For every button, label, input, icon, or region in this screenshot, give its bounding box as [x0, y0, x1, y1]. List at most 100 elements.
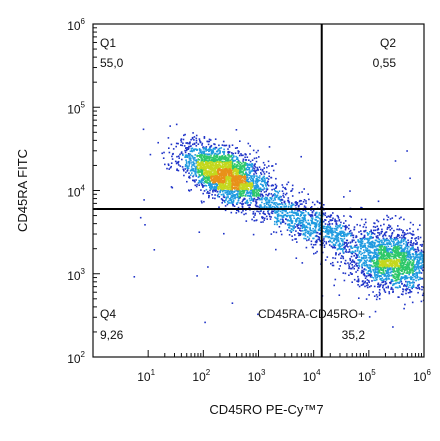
event-dot: [314, 252, 317, 254]
event-dot: [369, 258, 372, 261]
event-dot: [228, 180, 231, 182]
event-dot: [368, 246, 371, 248]
event-dot: [222, 163, 224, 166]
event-dot: [248, 163, 250, 166]
event-dot: [312, 246, 314, 249]
event-dot: [375, 239, 378, 242]
event-dot: [241, 205, 244, 208]
event-dot: [330, 227, 333, 230]
event-dot: [218, 206, 220, 208]
event-dot: [397, 254, 400, 256]
event-dot: [356, 280, 358, 282]
event-dot: [237, 199, 240, 202]
event-dot: [289, 211, 291, 214]
event-dot: [416, 272, 419, 274]
event-dot: [388, 259, 391, 261]
event-dot: [295, 230, 297, 232]
event-dot: [283, 205, 285, 208]
event-dot: [420, 252, 422, 254]
event-dot: [259, 204, 261, 206]
event-dot: [230, 183, 232, 185]
event-dot: [403, 232, 406, 234]
event-dot: [216, 165, 218, 167]
event-dot: [376, 296, 379, 298]
event-dot: [330, 214, 333, 216]
event-dot: [214, 143, 216, 146]
event-dot: [383, 278, 385, 281]
event-dot: [370, 251, 372, 253]
event-dot: [398, 268, 401, 271]
event-dot: [390, 281, 392, 284]
event-dot: [407, 252, 409, 254]
event-dot: [231, 195, 233, 198]
event-dot: [310, 219, 312, 222]
event-dot: [332, 264, 335, 267]
event-dot: [351, 267, 353, 270]
event-dot: [318, 233, 321, 235]
event-dot: [386, 268, 389, 271]
event-dot: [407, 292, 410, 294]
event-dot: [254, 170, 257, 172]
event-dot: [347, 234, 349, 236]
event-dot: [410, 256, 413, 258]
event-dot: [249, 171, 252, 173]
event-dot: [239, 181, 242, 183]
event-dot: [316, 250, 318, 253]
event-dot: [225, 176, 228, 178]
event-dot: [401, 248, 404, 251]
event-dot: [263, 177, 266, 180]
event-dot: [207, 160, 209, 163]
event-dot: [246, 187, 248, 189]
event-dot: [233, 166, 236, 168]
event-dot: [411, 285, 414, 287]
event-dot: [352, 266, 354, 268]
event-dot: [189, 174, 192, 176]
event-dot: [378, 291, 381, 294]
event-dot: [225, 196, 228, 199]
event-dot: [201, 152, 203, 154]
event-dot: [205, 167, 207, 170]
event-dot: [372, 268, 374, 271]
event-dot: [175, 142, 178, 145]
event-dot: [297, 224, 300, 226]
event-dot: [378, 298, 381, 300]
event-dot: [397, 245, 399, 248]
event-dot: [244, 153, 247, 156]
event-dot: [170, 143, 173, 146]
event-dot: [377, 251, 380, 254]
event-dot: [245, 176, 248, 179]
event-dot: [262, 195, 264, 197]
event-dot: [226, 161, 228, 164]
event-dot: [400, 229, 403, 231]
event-dot: [378, 238, 380, 241]
event-dot: [307, 213, 310, 215]
event-dot: [348, 266, 351, 268]
event-dot: [200, 162, 202, 165]
event-dot: [303, 229, 306, 232]
event-dot: [386, 275, 388, 278]
event-dot: [365, 226, 367, 229]
event-dot: [366, 282, 368, 285]
event-dot: [351, 232, 353, 234]
event-dot: [376, 260, 379, 263]
event-dot: [385, 272, 388, 274]
event-dot: [378, 294, 381, 297]
event-dot: [349, 257, 351, 260]
event-dot: [405, 254, 408, 257]
event-dot: [312, 209, 315, 212]
event-dot: [362, 254, 365, 257]
event-dot: [386, 263, 388, 266]
event-dot: [205, 177, 207, 179]
event-dot: [181, 166, 184, 168]
event-dot: [353, 246, 356, 248]
event-dot: [371, 242, 373, 245]
event-dot: [374, 241, 376, 244]
event-dot: [199, 166, 201, 169]
event-dot: [210, 171, 212, 174]
event-dot: [393, 254, 396, 257]
event-dot: [236, 209, 238, 212]
event-dot: [304, 226, 306, 228]
event-dot: [403, 239, 405, 241]
event-dot: [229, 161, 232, 163]
event-dot: [374, 229, 377, 232]
